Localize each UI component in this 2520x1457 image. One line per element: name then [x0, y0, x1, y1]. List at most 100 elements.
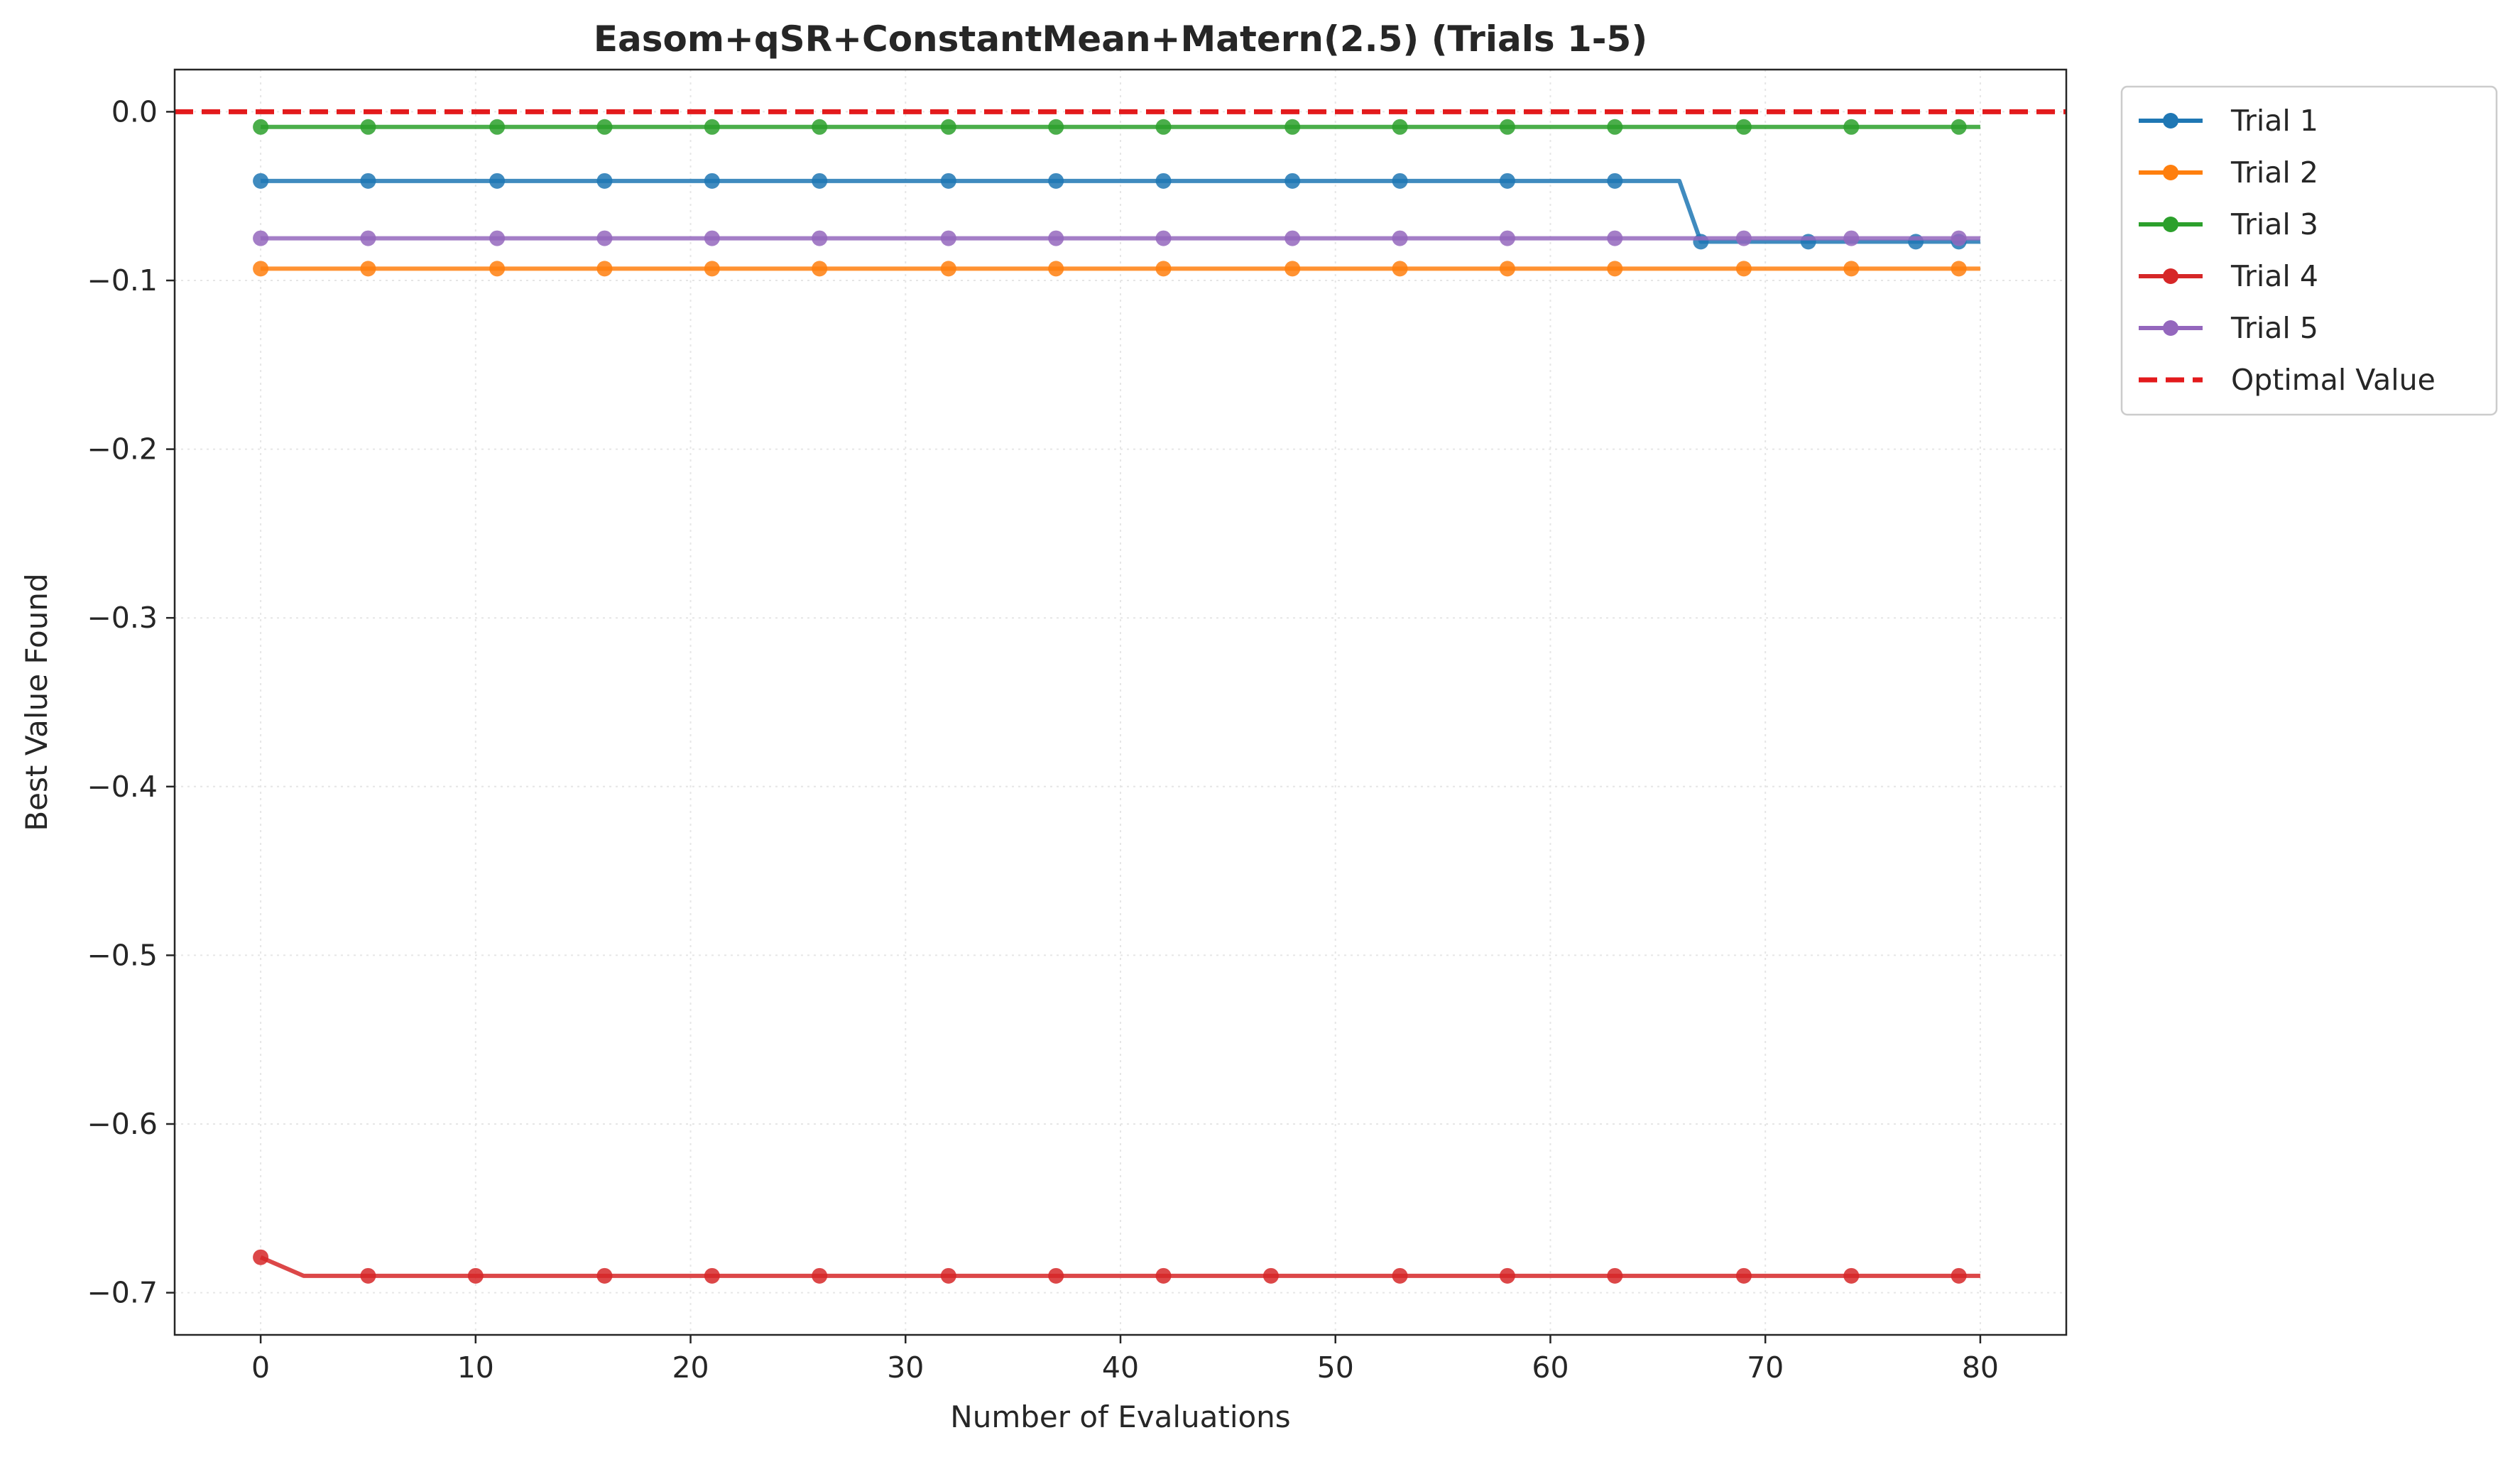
data-point [1155, 119, 1172, 135]
data-point [812, 119, 828, 135]
data-point [1392, 261, 1408, 277]
data-point [1048, 173, 1064, 189]
y-axis-label: Best Value Found [19, 573, 54, 831]
data-point [1392, 230, 1408, 246]
data-point [360, 1267, 376, 1284]
data-point [1607, 261, 1623, 277]
data-point [1735, 261, 1752, 277]
legend-swatch-marker [2163, 268, 2178, 284]
data-point [704, 230, 720, 246]
x-tick-label: 40 [1102, 1350, 1139, 1385]
x-tick-label: 50 [1317, 1350, 1354, 1385]
data-point [704, 173, 720, 189]
data-point [1284, 173, 1301, 189]
legend-label: Trial 5 [2230, 311, 2318, 345]
y-tick-label: 0.0 [111, 94, 158, 129]
data-point [596, 261, 613, 277]
data-point [1607, 230, 1623, 246]
data-point [1155, 173, 1172, 189]
series-layer [253, 119, 1980, 1284]
data-point [704, 119, 720, 135]
data-point [812, 261, 828, 277]
data-point [1951, 1267, 1967, 1284]
data-point [489, 119, 506, 135]
data-point [1284, 230, 1301, 246]
y-tick-label: −0.2 [87, 432, 158, 466]
data-point [1951, 261, 1967, 277]
data-point [1284, 261, 1301, 277]
x-tick-label: 0 [251, 1350, 270, 1385]
data-point [1392, 119, 1408, 135]
grid-layer [175, 70, 2066, 1335]
x-tick-label: 10 [457, 1350, 494, 1385]
data-point [360, 261, 376, 277]
data-point [940, 261, 956, 277]
x-tick-label: 80 [1962, 1350, 1999, 1385]
tick-layer: 0 10 20 30 40 50 60 70 80 0.0 −0.1 −0.2 −0.3 −0.4 −0.5… [87, 94, 1999, 1385]
data-point [1843, 261, 1860, 277]
data-point [812, 173, 828, 189]
data-point [1499, 1267, 1515, 1284]
data-point [1607, 1267, 1623, 1284]
x-tick-label: 30 [887, 1350, 924, 1385]
data-point [1262, 1267, 1279, 1284]
data-point [1048, 230, 1064, 246]
data-point [360, 173, 376, 189]
data-point [1843, 230, 1860, 246]
y-tick-label: −0.3 [87, 601, 158, 635]
data-point [1392, 173, 1408, 189]
data-point [1284, 119, 1301, 135]
data-point [1735, 119, 1752, 135]
data-point [467, 1267, 484, 1284]
data-point [360, 119, 376, 135]
x-axis-label: Number of Evaluations [950, 1399, 1290, 1434]
data-point [596, 230, 613, 246]
data-point [1607, 119, 1623, 135]
legend-swatch-marker [2163, 320, 2178, 336]
data-point [489, 261, 506, 277]
data-point [1499, 230, 1515, 246]
data-point [1048, 261, 1064, 277]
data-point [1607, 173, 1623, 189]
data-point [1048, 119, 1064, 135]
data-point [940, 119, 956, 135]
series-line [259, 1255, 1980, 1278]
data-point [1735, 230, 1752, 246]
legend-swatch-marker [2163, 113, 2178, 129]
data-point [940, 1267, 956, 1284]
y-tick-label: −0.7 [87, 1276, 158, 1310]
data-point [1951, 230, 1967, 246]
data-point [596, 119, 613, 135]
data-point [1843, 119, 1860, 135]
chart-title: Easom+qSR+ConstantMean+Matern(2.5) (Tria… [594, 18, 1647, 60]
data-point [1843, 1267, 1860, 1284]
y-tick-label: −0.6 [87, 1107, 158, 1141]
y-tick-label: −0.5 [87, 938, 158, 972]
data-point [596, 173, 613, 189]
data-point [812, 1267, 828, 1284]
legend-swatch-marker [2163, 217, 2178, 232]
data-point [253, 173, 269, 189]
legend-label: Optimal Value [2231, 363, 2436, 397]
data-point [253, 1249, 269, 1265]
data-point [1499, 261, 1515, 277]
data-point [489, 173, 506, 189]
data-point [940, 230, 956, 246]
x-tick-label: 70 [1747, 1350, 1784, 1385]
legend-label: Trial 3 [2230, 207, 2318, 241]
data-point [940, 173, 956, 189]
data-point [1048, 1267, 1064, 1284]
data-point [1735, 1267, 1752, 1284]
data-point [1155, 230, 1172, 246]
legend-label: Trial 4 [2230, 259, 2318, 293]
data-point [253, 230, 269, 246]
data-point [704, 261, 720, 277]
legend: Trial 1 Trial 2 Trial 3 Trial 4 Trial 5 Optim… [2120, 85, 2498, 416]
data-point [1155, 261, 1172, 277]
data-point [596, 1267, 613, 1284]
legend-box [2120, 85, 2498, 416]
data-point [1392, 1267, 1408, 1284]
data-point [1499, 173, 1515, 189]
data-point [489, 230, 506, 246]
